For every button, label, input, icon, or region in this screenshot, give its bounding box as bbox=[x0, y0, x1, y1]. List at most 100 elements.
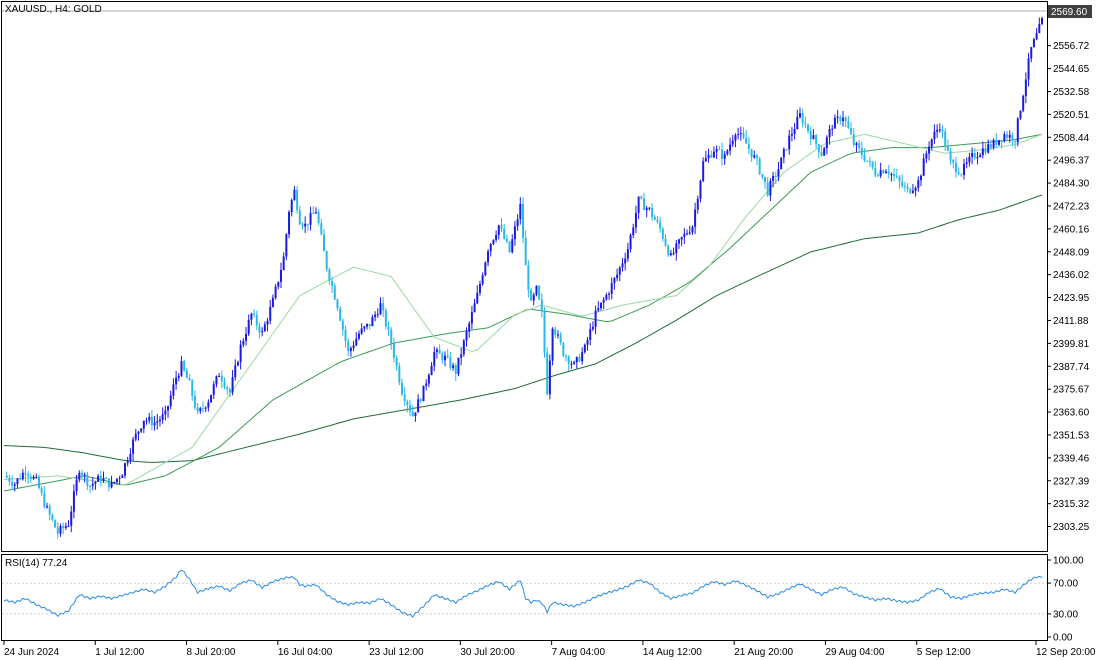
candle-body bbox=[444, 355, 447, 361]
time-tick-label: 14 Aug 12:00 bbox=[643, 647, 702, 658]
candle-body bbox=[172, 384, 175, 396]
candle-body bbox=[21, 472, 24, 480]
candle-body bbox=[1035, 33, 1038, 40]
candle-body bbox=[922, 158, 925, 176]
candle-body bbox=[538, 285, 541, 300]
candle-body bbox=[59, 526, 62, 534]
candle-body bbox=[379, 303, 382, 315]
price-tick-label: 2315.32 bbox=[1053, 499, 1090, 510]
candle-body bbox=[971, 152, 974, 157]
candle-body bbox=[339, 308, 342, 321]
candle-body bbox=[347, 341, 350, 351]
candle-body bbox=[296, 189, 299, 211]
candle-body bbox=[699, 180, 702, 199]
candle-body bbox=[312, 213, 315, 215]
candle-body bbox=[882, 170, 885, 174]
candle-body bbox=[669, 253, 672, 256]
candle-body bbox=[677, 239, 680, 244]
candle-body bbox=[591, 326, 594, 330]
candle-body bbox=[640, 196, 643, 199]
candle-body bbox=[199, 408, 202, 412]
candle-body bbox=[368, 323, 371, 327]
price-tick-label: 2508.44 bbox=[1053, 133, 1090, 144]
candle-body bbox=[933, 131, 936, 140]
candle-body bbox=[780, 157, 783, 170]
candle-body bbox=[524, 237, 527, 266]
candle-body bbox=[742, 133, 745, 138]
candle-body bbox=[430, 365, 433, 376]
candle-body bbox=[43, 493, 46, 507]
candle-body bbox=[793, 128, 796, 134]
candle-body bbox=[193, 395, 196, 408]
candle-body bbox=[72, 491, 75, 512]
candle-body bbox=[788, 135, 791, 150]
candle-body bbox=[126, 460, 129, 464]
candle-body bbox=[917, 180, 920, 188]
candle-body bbox=[930, 139, 933, 147]
price-tick-label: 2532.58 bbox=[1053, 87, 1090, 98]
price-tick-label: 2363.60 bbox=[1053, 408, 1090, 419]
candle-body bbox=[487, 251, 490, 263]
candle-body bbox=[704, 158, 707, 162]
candle-body bbox=[37, 476, 40, 489]
candle-body bbox=[16, 478, 19, 485]
candle-body bbox=[481, 275, 484, 285]
candle-body bbox=[710, 154, 713, 158]
candle-body bbox=[419, 399, 422, 402]
candle-body bbox=[919, 175, 922, 181]
candle-body bbox=[328, 269, 331, 281]
candle-body bbox=[798, 113, 801, 118]
candle-body bbox=[107, 478, 110, 488]
candle-body bbox=[48, 506, 51, 515]
candle-body bbox=[855, 143, 858, 145]
rsi-line bbox=[3, 569, 1043, 618]
chart-title: XAUUSD., H4: GOLD bbox=[5, 4, 102, 15]
candle-body bbox=[153, 422, 156, 426]
candle-body bbox=[355, 338, 358, 346]
candle-body bbox=[301, 224, 304, 227]
candle-body bbox=[357, 333, 360, 339]
candle-body bbox=[624, 258, 627, 264]
candle-body bbox=[954, 162, 957, 173]
candle-body bbox=[871, 161, 874, 168]
candle-body bbox=[97, 475, 100, 482]
candle-body bbox=[492, 239, 495, 244]
candle-body bbox=[688, 232, 691, 234]
candle-body bbox=[105, 478, 108, 480]
candle-body bbox=[384, 310, 387, 327]
candle-body bbox=[605, 294, 608, 300]
candle-body bbox=[279, 269, 282, 282]
candle-body bbox=[546, 352, 549, 395]
candle-body bbox=[470, 312, 473, 324]
candle-body bbox=[196, 407, 199, 412]
price-tick-label: 2460.16 bbox=[1053, 224, 1090, 235]
candle-body bbox=[255, 314, 258, 326]
candle-body bbox=[979, 155, 982, 157]
candle-body bbox=[403, 394, 406, 402]
candle-body bbox=[150, 416, 153, 426]
candle-body bbox=[336, 299, 339, 309]
candle-body bbox=[785, 149, 788, 151]
candle-body bbox=[774, 175, 777, 177]
candle-body bbox=[801, 113, 804, 124]
candle-body bbox=[99, 475, 102, 481]
candle-body bbox=[995, 139, 998, 145]
candle-body bbox=[425, 383, 428, 386]
candle-body bbox=[906, 186, 909, 189]
candle-body bbox=[191, 380, 194, 396]
candle-body bbox=[817, 144, 820, 153]
candle-body bbox=[613, 278, 616, 284]
candle-body bbox=[745, 137, 748, 144]
candle-body bbox=[121, 475, 124, 478]
candle-body bbox=[309, 213, 312, 225]
candle-body bbox=[758, 158, 761, 174]
candle-body bbox=[371, 317, 374, 327]
candle-body bbox=[957, 172, 960, 175]
candle-body bbox=[597, 308, 600, 311]
time-tick-label: 24 Jun 2024 bbox=[4, 647, 59, 658]
candle-body bbox=[124, 463, 127, 476]
candle-body bbox=[89, 485, 92, 487]
time-tick-label: 29 Aug 04:00 bbox=[825, 647, 884, 658]
candle-body bbox=[629, 235, 632, 250]
